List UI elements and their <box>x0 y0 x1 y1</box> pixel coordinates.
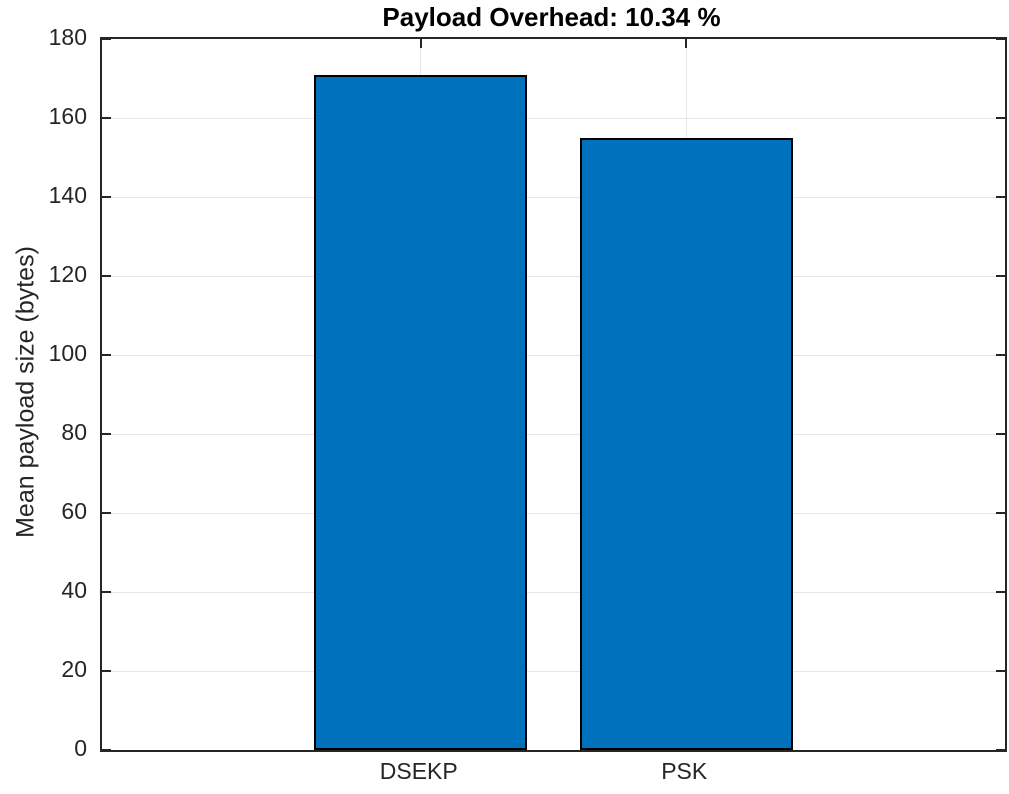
x-tick-label: DSEKP <box>379 758 458 784</box>
y-gridline <box>102 512 1005 514</box>
y-tick-mark <box>102 354 111 356</box>
y-tick-mark <box>102 670 111 672</box>
y-tick-mark <box>996 591 1005 593</box>
y-tick-label: 60 <box>61 498 87 524</box>
y-gridline <box>102 670 1005 672</box>
y-tick-label: 100 <box>48 340 87 366</box>
y-tick-mark <box>102 196 111 198</box>
y-tick-mark <box>102 38 111 40</box>
y-tick-label: 0 <box>74 735 87 761</box>
y-gridline <box>102 354 1005 356</box>
y-tick-mark <box>102 275 111 277</box>
y-tick-label: 140 <box>48 182 87 208</box>
y-tick-mark <box>996 196 1005 198</box>
bar <box>314 75 528 750</box>
y-gridline <box>102 275 1005 277</box>
y-tick-mark <box>102 117 111 119</box>
y-tick-mark <box>996 433 1005 435</box>
chart-title: Payload Overhead: 10.34 % <box>382 2 721 32</box>
y-tick-mark <box>996 354 1005 356</box>
y-tick-mark <box>102 512 111 514</box>
y-gridline <box>102 591 1005 593</box>
y-tick-mark <box>102 749 111 751</box>
y-tick-mark <box>996 670 1005 672</box>
y-tick-mark <box>996 275 1005 277</box>
y-tick-label: 180 <box>48 24 87 50</box>
y-tick-mark <box>996 512 1005 514</box>
bar <box>579 138 793 750</box>
x-tick-label: PSK <box>661 758 708 784</box>
plot-area <box>100 37 1007 752</box>
y-tick-label: 40 <box>61 577 87 603</box>
y-axis-label: Mean payload size (bytes) <box>11 246 40 538</box>
y-tick-label: 20 <box>61 656 87 682</box>
y-tick-label: 160 <box>48 103 87 129</box>
y-tick-mark <box>996 117 1005 119</box>
y-gridline <box>102 196 1005 198</box>
y-gridline <box>102 117 1005 119</box>
y-tick-mark <box>996 38 1005 40</box>
x-tick-mark <box>419 39 422 48</box>
y-tick-mark <box>102 433 111 435</box>
y-gridline <box>102 433 1005 435</box>
y-tick-mark <box>996 749 1005 751</box>
y-tick-label: 80 <box>61 419 87 445</box>
y-tick-label: 120 <box>48 261 87 287</box>
x-tick-mark <box>685 39 688 48</box>
y-tick-mark <box>102 591 111 593</box>
